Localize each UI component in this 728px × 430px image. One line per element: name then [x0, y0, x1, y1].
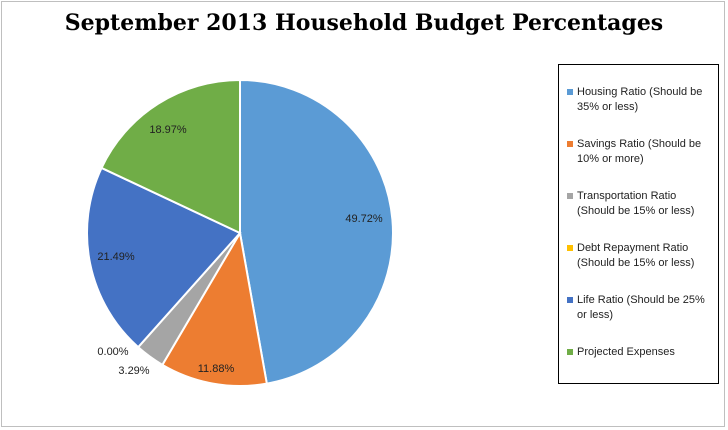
legend-label-life: Life Ratio (Should be 25% or less) — [577, 294, 705, 321]
legend-swatch-life — [567, 297, 573, 303]
slice-label-life: 21.49% — [97, 251, 135, 263]
pie-slice-savings — [160, 230, 268, 387]
legend-item-projected: Projected Expenses — [567, 345, 717, 360]
legend-swatch-projected — [567, 349, 573, 355]
slice-label-projected: 18.97% — [149, 124, 187, 136]
legend-label-housing: Housing Ratio (Should be 35% or less) — [577, 86, 703, 113]
legend-item-housing: Housing Ratio (Should be 35% or less) — [567, 85, 717, 115]
slice-label-housing: 49.72% — [345, 213, 383, 225]
legend-item-savings: Savings Ratio (Should be 10% or more) — [567, 137, 717, 167]
legend-swatch-transportation — [567, 193, 573, 199]
legend-swatch-debt — [567, 245, 573, 251]
legend-item-debt: Debt Repayment Ratio (Should be 15% or l… — [567, 241, 717, 271]
slice-label-savings: 11.88% — [198, 363, 235, 375]
slice-label-transportation: 3.29% — [118, 365, 149, 377]
legend-label-savings: Savings Ratio (Should be 10% or more) — [577, 138, 702, 165]
legend: Housing Ratio (Should be 35% or less) Sa… — [558, 64, 719, 384]
pie-slice-life — [86, 166, 242, 349]
legend-label-projected: Projected Expenses — [577, 346, 675, 358]
pie-slice-housing — [239, 78, 394, 385]
legend-swatch-housing — [567, 89, 573, 95]
legend-item-life: Life Ratio (Should be 25% or less) — [567, 293, 717, 323]
chart-title: September 2013 Household Budget Percenta… — [64, 10, 664, 36]
pie-slice-projected — [100, 78, 241, 235]
legend-label-debt: Debt Repayment Ratio (Should be 15% or l… — [577, 242, 695, 269]
legend-label-transportation: Transportation Ratio (Should be 15% or l… — [577, 190, 695, 217]
legend-swatch-savings — [567, 141, 573, 147]
slice-label-debt: 0.00% — [97, 346, 128, 358]
legend-item-transportation: Transportation Ratio (Should be 15% or l… — [567, 189, 717, 219]
